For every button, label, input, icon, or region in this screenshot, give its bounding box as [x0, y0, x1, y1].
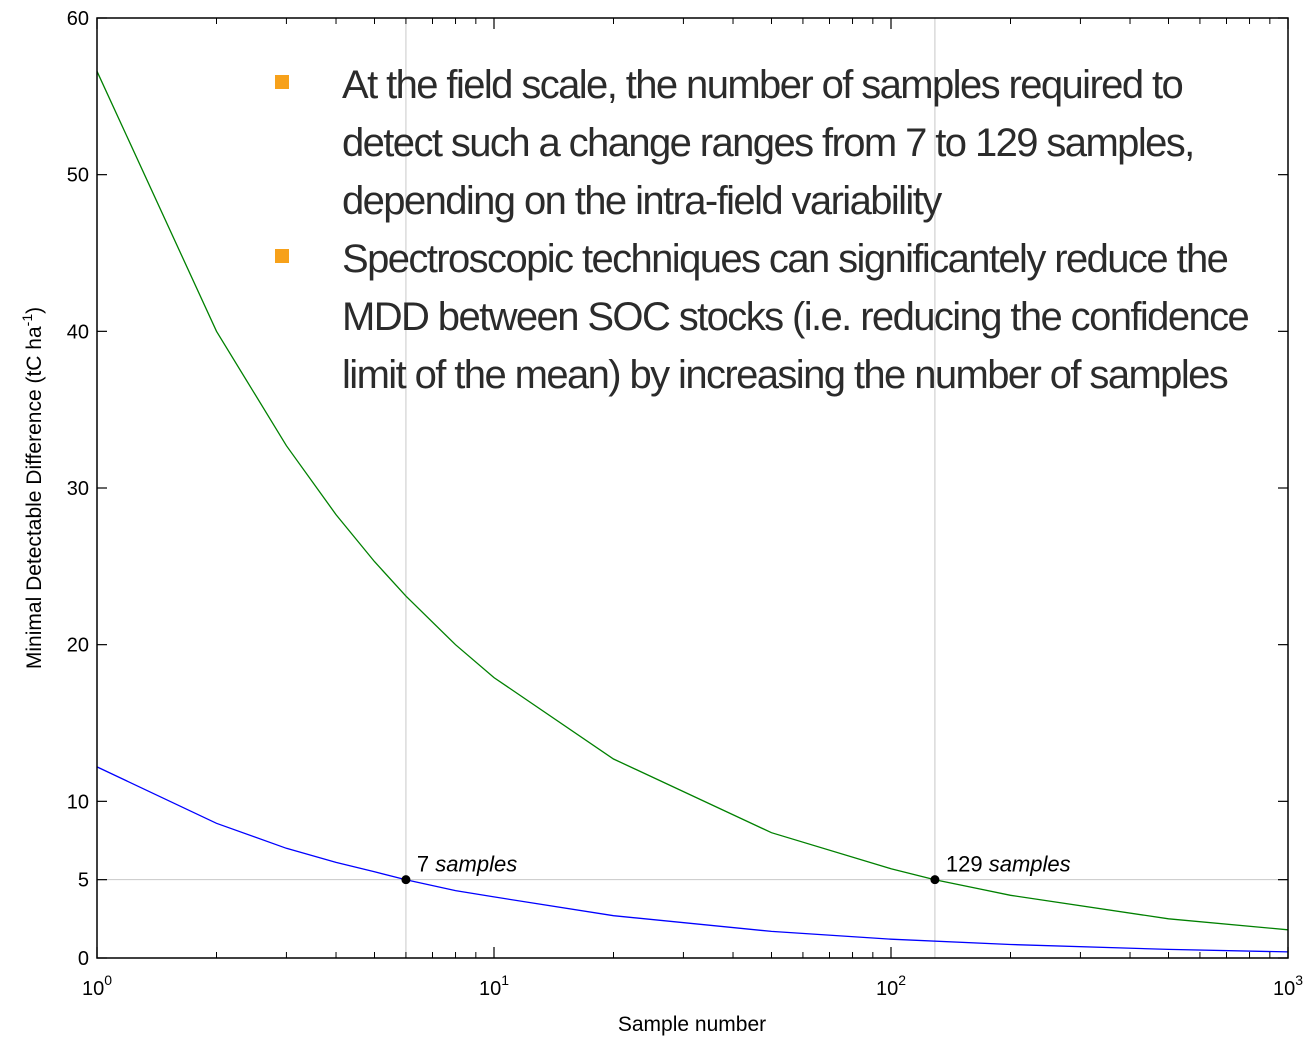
bullet-item-2: Spectroscopic techniques can significant… [270, 230, 1280, 404]
annotation-number: 129 [946, 852, 989, 877]
bullet-text-2: Spectroscopic techniques can significant… [342, 237, 1250, 397]
bullet-square-icon [275, 249, 289, 263]
bullet-square-icon [275, 75, 289, 89]
annotation-word: samples [989, 852, 1071, 877]
annotation-label: 129 samples [946, 852, 1071, 877]
x-tick-exponent: 0 [104, 972, 112, 988]
y-tick-label: 10 [67, 791, 89, 813]
y-axis-title: Minimal Detectable Difference (tC ha-1) [19, 307, 46, 669]
series-lines [96, 71, 1289, 953]
y-axis-title-sup: -1 [19, 314, 35, 327]
annotations: 7 samples 129 samples [401, 852, 1071, 885]
bullet-list: At the field scale, the number of sample… [270, 56, 1280, 404]
annotation-number: 7 [417, 852, 435, 877]
x-tick-label: 102 [876, 972, 906, 1000]
series-line-1 [96, 71, 1289, 931]
y-axis-title-main: Minimal Detectable Difference (tC ha [23, 326, 46, 669]
annotation-point [401, 875, 411, 885]
x-tick-label: 103 [1273, 972, 1303, 1000]
series-line-2 [96, 766, 1289, 953]
x-tick-base: 10 [1273, 978, 1295, 1000]
annotation-point [930, 875, 940, 885]
y-tick-label: 60 [67, 8, 89, 30]
annotation-label: 7 samples [417, 852, 517, 877]
x-tick-base: 10 [876, 978, 898, 1000]
y-tick-label: 20 [67, 635, 89, 657]
y-tick-label: 40 [67, 321, 89, 343]
x-tick-base: 10 [479, 978, 501, 1000]
bullet-text-1: At the field scale, the number of sample… [342, 63, 1195, 223]
y-tick-label: 50 [67, 165, 89, 187]
x-tick-exponent: 1 [501, 972, 509, 988]
x-tick-exponent: 3 [1295, 972, 1303, 988]
x-axis-title: Sample number [618, 1013, 766, 1036]
bullet-item-1: At the field scale, the number of sample… [270, 56, 1280, 230]
x-tick-label: 100 [82, 972, 112, 1000]
x-tick-label: 101 [479, 972, 509, 1000]
x-tick-base: 10 [82, 978, 104, 1000]
annotation-word: samples [435, 852, 517, 877]
x-tick-exponent: 2 [898, 972, 906, 988]
y-tick-label: 30 [67, 478, 89, 500]
y-tick-label: 5 [78, 870, 89, 892]
grid-lines [97, 18, 1288, 958]
y-axis-title-close: ) [23, 307, 46, 314]
y-tick-label: 0 [78, 948, 89, 970]
